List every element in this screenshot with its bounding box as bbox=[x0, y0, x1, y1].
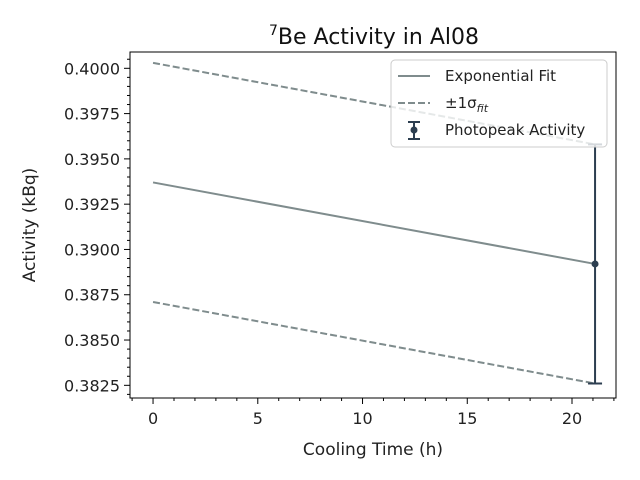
x-tick-label: 15 bbox=[457, 409, 477, 428]
y-tick-label: 0.3950 bbox=[64, 150, 120, 169]
y-tick-label: 0.3975 bbox=[64, 105, 120, 124]
x-axis-label: Cooling Time (h) bbox=[303, 440, 443, 460]
legend-box bbox=[390, 59, 608, 148]
sigma-lower-line bbox=[152, 301, 596, 385]
y-axis-label: Activity (kBq) bbox=[20, 168, 40, 283]
y-tick-label: 0.3875 bbox=[64, 286, 120, 305]
y-tick-label: 0.3825 bbox=[64, 376, 120, 395]
legend-photopeak-label: Photopeak Activity bbox=[445, 121, 585, 139]
title-text: Be Activity in Al08 bbox=[278, 25, 479, 50]
y-axis: 0.3825 0.3850 0.3875 0.3900 0.3925 0.3950 0.39… bbox=[64, 58, 130, 395]
photopeak-point bbox=[591, 260, 599, 268]
legend-sigma-text: ±1σ bbox=[445, 94, 477, 112]
x-tick-label: 0 bbox=[148, 409, 158, 428]
legend: Exponential Fit ±1σfit Photopeak Activit… bbox=[390, 59, 608, 148]
x-tick-label: 5 bbox=[253, 409, 263, 428]
y-tick-label: 0.3925 bbox=[64, 195, 120, 214]
legend-fit-label: Exponential Fit bbox=[445, 67, 556, 85]
y-tick-label: 0.3850 bbox=[64, 331, 120, 350]
legend-sigma-subscript: fit bbox=[477, 102, 489, 115]
chart-title: 7Be Activity in Al08 bbox=[269, 23, 479, 50]
plot-area-frame bbox=[129, 51, 617, 399]
title-superscript: 7 bbox=[269, 23, 278, 39]
x-tick-label: 10 bbox=[352, 409, 372, 428]
y-tick-label: 0.4000 bbox=[64, 59, 120, 78]
legend-photopeak-marker bbox=[410, 126, 418, 134]
x-tick-label: 20 bbox=[562, 409, 582, 428]
legend-sigma-label: ±1σfit bbox=[445, 94, 489, 115]
y-tick-label: 0.3900 bbox=[64, 240, 120, 259]
fit-line bbox=[152, 181, 596, 265]
x-axis: 0 5 10 15 20 bbox=[131, 398, 615, 428]
